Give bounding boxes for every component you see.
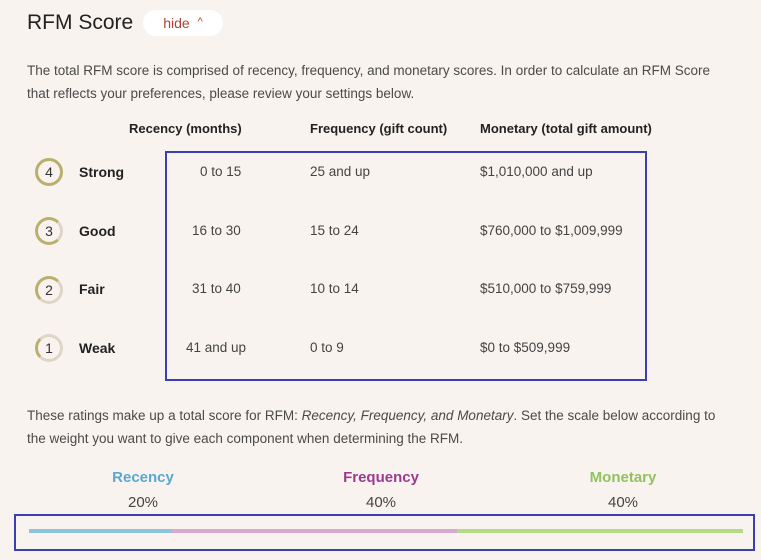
level-label-strong: Strong	[79, 164, 125, 180]
note-text-end: . Set the scale below according to the w…	[27, 408, 716, 446]
note-emphasis: Recency, Frequency, and Monetary	[301, 408, 514, 423]
score-ring-4-icon: 4	[35, 158, 63, 186]
level-label-good: Good	[79, 223, 116, 239]
monetary-cell[interactable]: $1,010,000 and up	[480, 164, 593, 179]
score-value: 2	[45, 282, 53, 298]
score-value: 3	[45, 223, 53, 239]
hide-button-label: hide	[163, 15, 190, 31]
frequency-cell[interactable]: 10 to 14	[310, 281, 359, 296]
monetary-cell[interactable]: $760,000 to $1,009,999	[480, 223, 623, 238]
recency-weight-percent: 20%	[127, 494, 159, 511]
monetary-weight-segment[interactable]	[457, 529, 743, 533]
frequency-cell[interactable]: 0 to 9	[310, 340, 344, 355]
monetary-weight-label: Monetary	[589, 469, 657, 486]
recency-weight-label: Recency	[112, 469, 174, 486]
level-label-weak: Weak	[79, 340, 116, 356]
weight-slider	[14, 514, 755, 551]
page-title: RFM Score	[27, 11, 134, 34]
score-ring-2-icon: 2	[35, 276, 63, 304]
weight-slider-track[interactable]	[29, 529, 743, 533]
monetary-weight-percent: 40%	[607, 494, 639, 511]
level-label-fair: Fair	[79, 281, 105, 297]
intro-text: The total RFM score is comprised of rece…	[27, 63, 711, 101]
recency-column-header: Recency (months)	[129, 121, 242, 136]
recency-cell[interactable]: 0 to 15	[200, 164, 242, 179]
recency-weight-segment[interactable]	[29, 529, 172, 533]
hide-button[interactable]: hide ^	[143, 10, 223, 36]
header: RFM Score hide ^	[27, 10, 223, 36]
frequency-cell[interactable]: 15 to 24	[310, 223, 359, 238]
monetary-cell[interactable]: $510,000 to $759,999	[480, 281, 612, 296]
values-highlight-box	[165, 151, 647, 381]
score-ring-1-icon: 1	[35, 334, 63, 362]
recency-cell[interactable]: 31 to 40	[192, 281, 241, 296]
score-value: 1	[45, 340, 53, 356]
score-value: 4	[45, 164, 53, 180]
frequency-weight-label: Frequency	[343, 469, 419, 486]
weights-note: These ratings make up a total score for …	[27, 404, 732, 450]
chevron-up-icon: ^	[197, 16, 203, 28]
frequency-weight-percent: 40%	[365, 494, 397, 511]
frequency-cell[interactable]: 25 and up	[310, 164, 371, 179]
monetary-column-header: Monetary (total gift amount)	[480, 121, 652, 136]
frequency-weight-segment[interactable]	[171, 529, 458, 533]
recency-cell[interactable]: 41 and up	[186, 340, 247, 355]
score-ring-3-icon: 3	[35, 217, 63, 245]
monetary-cell[interactable]: $0 to $509,999	[480, 340, 571, 355]
recency-cell[interactable]: 16 to 30	[192, 223, 241, 238]
note-text: These ratings make up a total score for …	[27, 408, 302, 423]
frequency-column-header: Frequency (gift count)	[310, 121, 448, 136]
